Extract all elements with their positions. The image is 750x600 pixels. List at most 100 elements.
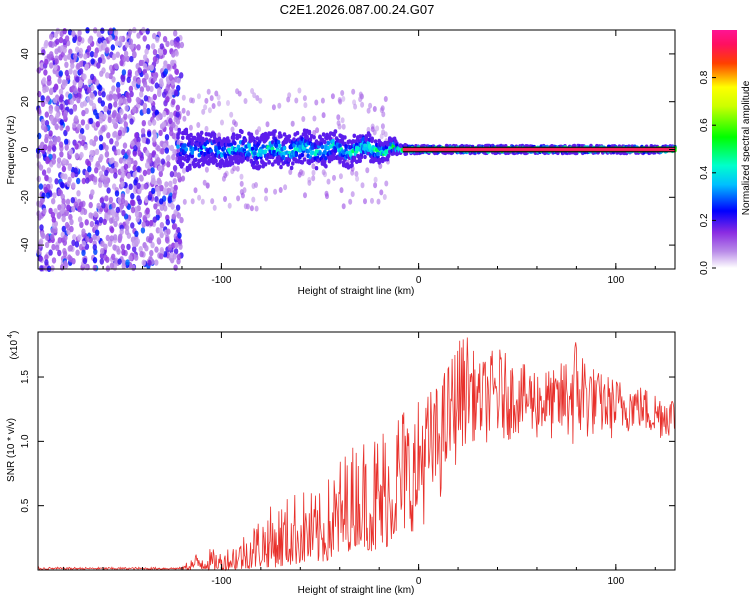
spectrogram-cell [350,163,354,168]
spectrogram-cell [232,165,237,172]
spectrogram-cell [45,156,50,163]
spectrogram-cell [100,100,106,107]
spectrogram-cell [172,148,177,156]
spectrogram-cell [84,63,90,70]
spectrogram-cell [120,181,125,188]
spectrogram-cell [226,100,230,106]
spectrogram-cell [283,184,288,191]
spectrogram-cell [252,160,256,166]
spectrogram-cell [93,109,98,116]
spectrogram-cell [373,176,378,183]
spectrogram-cell [121,262,126,270]
spectrogram-cell [96,62,101,69]
spectrogram-cell [49,33,54,40]
spectrogram-cell [108,27,113,34]
spectrogram-cell [181,135,185,140]
spectrogram-cell [368,102,373,109]
spectrogram-cell [77,216,83,223]
spectrogram-cell [321,132,326,137]
spectrogram-cell [129,90,134,98]
spectrogram-ylabel: Frequency (Hz) [6,116,17,185]
spectrogram-cell [87,37,93,44]
spectrogram-cell [143,95,149,102]
spectrogram-cell [76,62,81,70]
spectrogram-cell [141,120,146,127]
spectrogram-cell [69,225,74,233]
spectrogram-cell [59,119,64,126]
spectrogram-cell [247,152,251,157]
spectrogram-cell [114,140,120,147]
spectrogram-cell [186,156,191,161]
spectrogram-cell [114,190,120,197]
spectrogram-cell [93,135,99,142]
spectrogram-cell [359,93,364,100]
spectrogram-cell [108,35,113,42]
spectrogram-cell [64,35,70,42]
spectrogram-cell [94,167,99,174]
spectrogram-cell [99,197,105,204]
spectrogram-cell [166,187,171,194]
spectrogram-cell [114,161,119,168]
snr-xlabel: Height of straight line (km) [298,585,415,596]
spectrogram-cell [274,143,279,149]
spectrogram-cell [294,97,299,104]
spectrogram-cell [100,174,105,181]
spectrogram-cell [60,207,65,214]
spectrogram-cell [315,127,320,134]
spectrogram-cell [276,140,281,145]
spectrogram-cell [95,121,101,128]
spectrogram-cell [83,53,88,60]
spectrogram-cell [59,151,64,158]
spectrogram-cell [41,169,47,176]
spectrogram-cell [259,152,263,157]
spectrogram-cell [94,148,100,155]
spectrogram-cell [117,129,123,137]
snr-scale-exponent: 4 [7,334,14,338]
spectrogram-cell [154,259,159,266]
spectrogram-cell [74,143,79,150]
spectrogram-cell [159,222,165,229]
spectrogram-cell [196,93,201,100]
spectrogram-cell [107,116,112,124]
spectrogram-cell [75,76,80,83]
spectrogram-cell [170,79,175,86]
spectrogram-cell [104,169,109,176]
snr-scale-label: (x10 4 ) [7,331,20,360]
spectrogram-cell [382,194,387,200]
spectrogram-cell [338,98,343,105]
spectrogram-cell [308,137,313,142]
spectrogram-cell [62,28,67,35]
spectrogram-cell [176,253,182,260]
spectrogram-cell [162,142,168,150]
spectrogram-cell [104,150,110,158]
spectrogram-cell [121,210,126,217]
chart-title: C2E1.2026.087.00.24.G07 [280,2,435,17]
spectrogram-cell [60,182,65,189]
spectrogram-cell [48,249,53,256]
spectrogram-cell [162,110,167,118]
spectrogram-cell [124,224,130,231]
spectrogram-cell [51,198,56,205]
spectrogram-cell [152,49,158,56]
spectrogram-cell [98,111,104,119]
spectrogram-cell [98,144,104,151]
snr-frame [37,331,676,571]
spectrogram-cell [108,94,114,101]
spectrogram-cell [299,169,303,176]
spectrogram-cell [128,38,133,45]
spectrogram-cell [100,27,105,34]
spectrogram-cell [76,97,81,104]
spectrogram-cell [154,246,159,253]
spectrogram-cell [51,222,57,229]
spectrogram-cell [125,55,130,63]
spectrogram-cell [134,211,140,218]
spectrogram-cell [150,167,155,174]
spectrogram-cell [64,69,70,77]
spectrogram-cell [104,47,110,54]
spectrogram-cell [171,98,176,106]
spectrogram-cell [177,232,182,239]
spectrogram-cell [153,203,158,210]
spectrogram-cell [258,97,263,104]
spectrogram-cell [90,73,95,81]
spectrogram-cell [61,165,67,173]
